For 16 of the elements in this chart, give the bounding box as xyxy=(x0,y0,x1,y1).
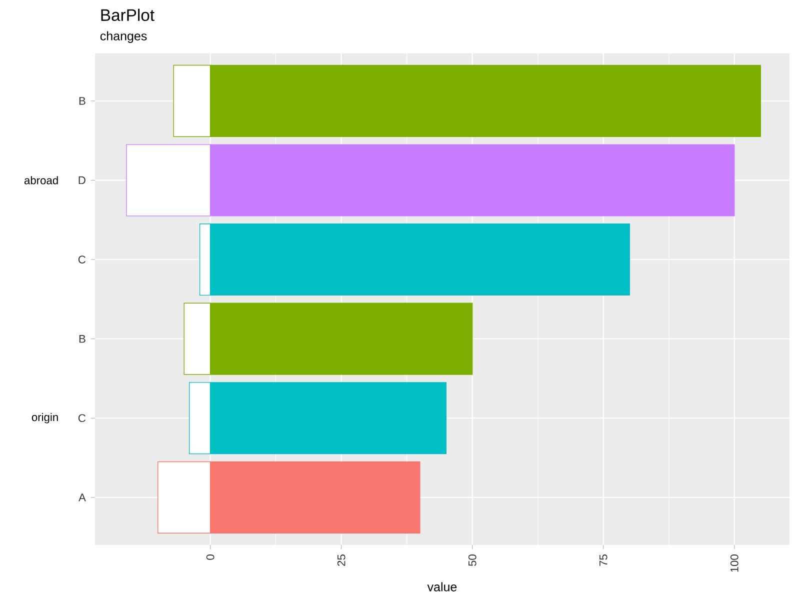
chart-subtitle: changes xyxy=(100,31,147,43)
x-tick-label: 50 xyxy=(468,554,476,566)
x-tick-label: 75 xyxy=(600,554,608,566)
text: abroad xyxy=(24,176,58,184)
y-tick-label: B xyxy=(79,335,86,343)
x-tick-label: 0 xyxy=(206,554,214,560)
y-tick-label: B xyxy=(79,97,86,105)
x-tick-label: 100 xyxy=(730,554,738,572)
chart-title: BarPlot xyxy=(101,8,154,21)
y-tick-label: D xyxy=(78,176,86,184)
y-tick-label: C xyxy=(78,414,86,422)
x-tick-label: 25 xyxy=(337,554,346,566)
y-tick-label: C xyxy=(78,256,86,264)
y-tick-label: A xyxy=(78,494,86,502)
x-axis-title: value xyxy=(427,582,457,592)
text: origin xyxy=(32,412,58,424)
